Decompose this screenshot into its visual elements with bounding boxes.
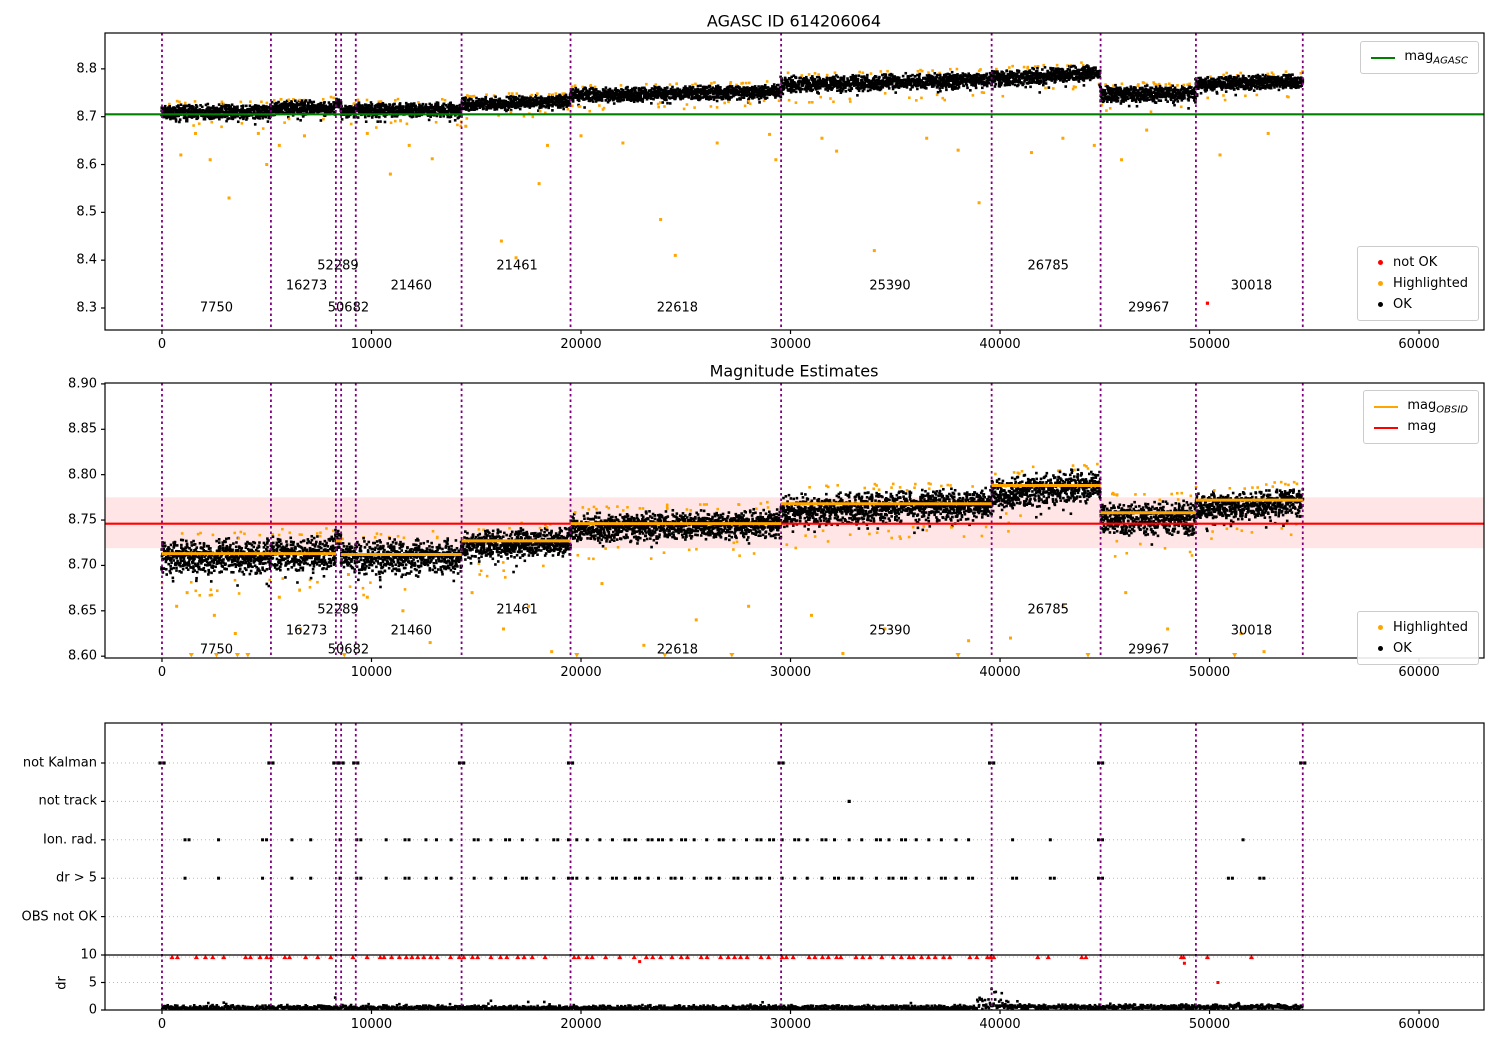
obsid-annotation: 30018 [1230,278,1273,294]
legend-item-ok: OK [1368,294,1468,315]
legend-mag-obsid[interactable]: magOBSID mag [1363,390,1479,444]
y-tick-label: 8.75 [68,512,97,528]
highlighted-dot-swatch [1378,281,1384,286]
flag-row-label: not track [38,793,97,809]
obsid-annotation: 50682 [327,642,370,658]
legend-label: not OK [1393,255,1438,270]
mag-line-swatch [1374,426,1399,429]
x-tick-label: 40000 [979,337,1021,352]
flag-row-label: OBS not OK [21,909,98,925]
legend-mag-agasc[interactable]: magAGASC [1360,41,1479,74]
obsid-annotation: 21461 [496,602,538,618]
x-tick-label: 50000 [1188,665,1231,680]
y-tick-label: 8.4 [76,252,97,268]
dr-tick-label: 0 [88,1002,97,1018]
y-tick-label: 8.6 [76,157,97,173]
legend-plot2-points[interactable]: Highlighted OK [1357,611,1479,665]
y-tick-label: 8.5 [76,204,97,220]
x-tick-label: 20000 [560,337,602,352]
x-tick-label: 60000 [1398,665,1440,680]
x-tick-label: 20000 [560,665,602,680]
y-tick-label: 8.90 [68,376,97,392]
flag-row-label: Ion. rad. [43,832,97,848]
obsid-annotation: 22618 [656,642,699,658]
y-tick-label: 8.70 [68,557,97,573]
dr-tick-label: 5 [88,975,97,990]
obsid-annotation: 26785 [1027,602,1069,618]
obsid-annotation: 25390 [869,623,911,639]
x-tick-label: 20000 [560,1017,602,1032]
obsid-annotation: 29967 [1128,300,1170,316]
y-tick-label: 8.7 [76,109,97,125]
obsid-annotation: 22618 [656,300,699,316]
legend-item-highlighted: Highlighted [1368,273,1468,294]
highlighted-dot-swatch [1378,625,1384,630]
x-tick-label: 10000 [350,337,393,352]
x-tick-label: 10000 [350,665,393,680]
legend-label: magAGASC [1404,48,1468,67]
x-tick-label: 30000 [769,1017,812,1032]
legend-item-mag: mag [1374,417,1468,438]
obsid-annotation: 16273 [285,278,328,294]
x-tick-label: 40000 [979,665,1021,680]
plot2-title: Magnitude Estimates [709,361,879,381]
y-tick-label: 8.85 [68,421,97,437]
obsid-annotation: 26785 [1027,258,1069,274]
obsid-annotation: 52289 [317,602,359,618]
x-tick-label: 30000 [769,665,812,680]
legend-label: OK [1393,297,1412,312]
y-tick-label: 8.65 [68,603,97,619]
legend-label: magOBSID [1407,397,1468,416]
y-tick-label: 8.60 [68,648,97,664]
obsid-annotation: 21460 [390,623,432,639]
obsid-annotation: 50682 [327,300,370,316]
not-ok-dot-swatch [1378,260,1384,265]
x-tick-label: 40000 [979,1017,1021,1032]
flag-row-label: dr > 5 [55,870,97,886]
dr-tick-label: 10 [80,947,97,963]
ok-dot-swatch [1378,646,1384,651]
obsid-annotation: 29967 [1128,642,1170,658]
x-tick-label: 0 [157,665,167,680]
obsid-annotation: 7750 [199,300,233,316]
dr-axis-label: dr [54,975,70,990]
y-tick-label: 8.3 [76,300,97,316]
obsid-annotation: 52289 [317,258,359,274]
legend-item-ok: OK [1368,638,1468,659]
legend-item-mag-obsid: magOBSID [1374,396,1468,417]
legend-label: mag [1407,418,1437,434]
obsid-annotation: 30018 [1230,623,1273,639]
legend-item-not-ok: not OK [1368,252,1468,273]
x-tick-label: 10000 [350,1017,393,1032]
mag-obsid-line-swatch [1374,405,1399,408]
obsid-annotation: 7750 [199,642,233,658]
x-tick-label: 60000 [1398,337,1440,352]
x-tick-label: 0 [157,1017,167,1032]
mag-agasc-line-swatch [1371,56,1396,59]
x-tick-label: 30000 [769,337,812,352]
x-tick-label: 60000 [1398,1017,1440,1032]
x-tick-label: 50000 [1188,1017,1231,1032]
legend-label: Highlighted [1393,276,1468,291]
x-tick-label: 0 [157,337,167,352]
obsid-annotation: 25390 [869,278,911,294]
obsid-annotation: 21461 [496,258,538,274]
plot1-title: AGASC ID 614206064 [706,11,882,31]
y-tick-label: 8.8 [76,61,97,77]
legend-label: Highlighted [1393,620,1468,635]
ok-dot-swatch [1378,302,1384,307]
flag-row-label: not Kalman [22,755,97,771]
legend-plot1-points[interactable]: not OK Highlighted OK [1357,246,1479,321]
y-tick-label: 8.80 [68,467,97,483]
legend-item-highlighted: Highlighted [1368,617,1468,638]
obsid-annotation: 16273 [285,623,328,639]
x-tick-label: 50000 [1188,337,1231,352]
legend-label: OK [1393,641,1412,656]
obsid-annotation: 21460 [390,278,432,294]
legend-item-mag-agasc: magAGASC [1371,47,1468,68]
